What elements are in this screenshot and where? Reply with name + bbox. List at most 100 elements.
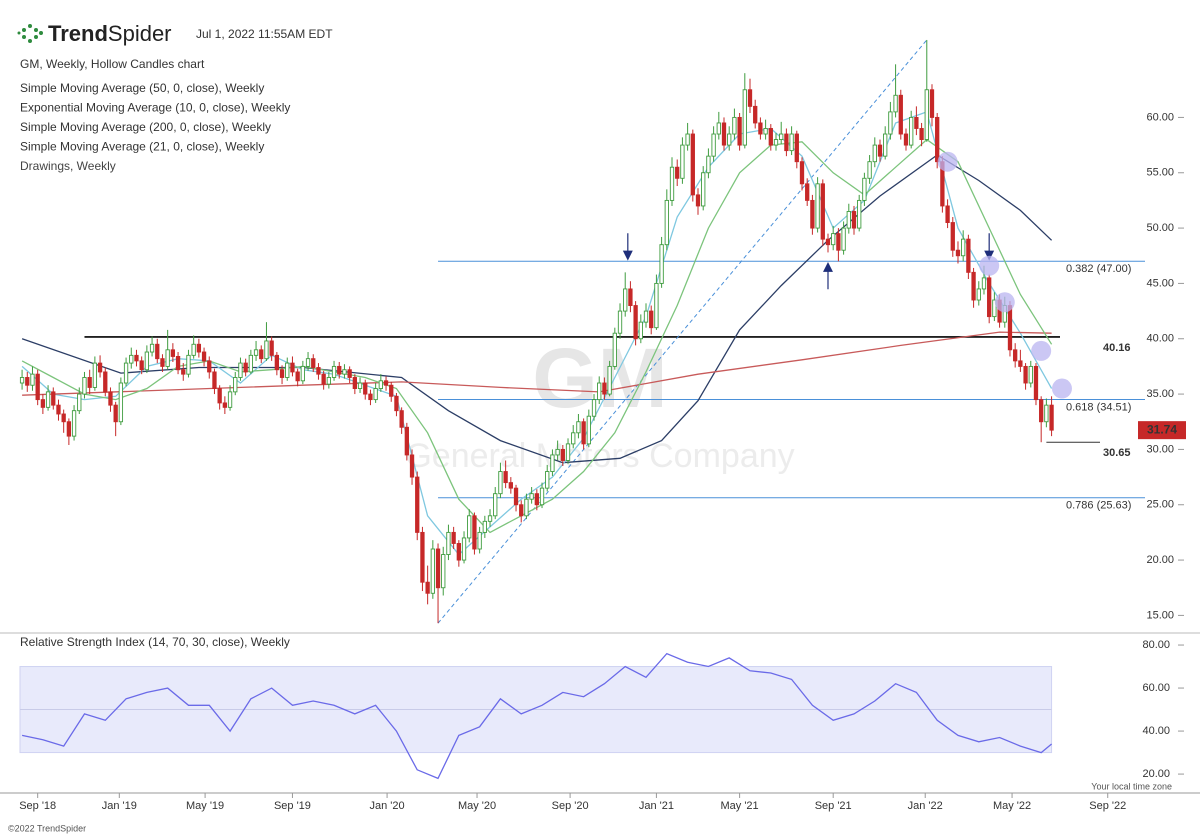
highlight-circle bbox=[1051, 378, 1072, 399]
candle-body bbox=[326, 377, 331, 385]
candle-body bbox=[888, 111, 893, 135]
drawings-label: Drawings, Weekly bbox=[20, 159, 116, 173]
level-label: 0.786 (25.63) bbox=[1066, 500, 1131, 512]
candle-body bbox=[893, 94, 898, 113]
chart-title: GM, Weekly, Hollow Candles chart bbox=[20, 57, 205, 71]
candle-body bbox=[160, 358, 165, 367]
candle-body bbox=[321, 373, 326, 385]
candle-body bbox=[1018, 360, 1023, 367]
candle-body bbox=[165, 349, 170, 367]
candles bbox=[19, 39, 1054, 624]
legend-entry: Simple Moving Average (50, 0, close), We… bbox=[20, 81, 264, 95]
candle-body bbox=[435, 548, 441, 589]
candle-body bbox=[607, 365, 612, 395]
candle-body bbox=[539, 487, 545, 506]
x-tick-label: Sep '18 bbox=[19, 800, 56, 812]
candle-body bbox=[591, 399, 597, 417]
candle-body bbox=[617, 310, 623, 334]
logo-icon bbox=[17, 24, 43, 43]
candle-body bbox=[784, 133, 789, 152]
y-tick-label: 15.00 bbox=[1146, 609, 1174, 621]
candle-body bbox=[794, 133, 799, 163]
candle-body bbox=[35, 373, 40, 401]
y-tick-label: 55.00 bbox=[1146, 167, 1174, 179]
candle-body bbox=[295, 371, 300, 382]
candle-body bbox=[659, 244, 664, 284]
candle-body bbox=[680, 144, 685, 179]
x-tick-label: Sep '22 bbox=[1089, 800, 1126, 812]
candle-body bbox=[597, 382, 602, 401]
y-tick-label: 35.00 bbox=[1146, 388, 1174, 400]
candle-body bbox=[337, 365, 342, 375]
candle-body bbox=[430, 548, 435, 594]
candle-body bbox=[945, 205, 950, 224]
candle-body bbox=[602, 382, 607, 395]
candle-body bbox=[1028, 365, 1033, 384]
y-tick-label: 60.00 bbox=[1146, 111, 1174, 123]
candle-body bbox=[394, 395, 399, 412]
candle-body bbox=[248, 354, 254, 373]
rsi-y-tick-label: 60.00 bbox=[1142, 682, 1170, 694]
candle-body bbox=[815, 183, 820, 229]
candle-body bbox=[149, 343, 155, 353]
candle-body bbox=[498, 471, 503, 495]
candle-body bbox=[534, 493, 539, 506]
highlight-circle bbox=[979, 255, 1000, 276]
candle-body bbox=[872, 144, 877, 163]
candle-body bbox=[721, 122, 727, 146]
candle-body bbox=[191, 343, 196, 356]
candle-body bbox=[695, 194, 701, 207]
watermark-subtitle: General Motors Company bbox=[405, 437, 794, 475]
candle-body bbox=[857, 199, 862, 229]
candle-body bbox=[217, 388, 222, 404]
candle-body bbox=[914, 116, 919, 129]
legend-entry: Simple Moving Average (21, 0, close), We… bbox=[20, 140, 264, 154]
candle-body bbox=[456, 543, 461, 561]
candle-body bbox=[560, 448, 565, 461]
candle-body bbox=[706, 155, 711, 174]
candle-body bbox=[701, 172, 706, 207]
candle-body bbox=[727, 133, 732, 146]
candle-body bbox=[898, 94, 903, 135]
candle-body bbox=[415, 476, 420, 533]
candle-body bbox=[929, 89, 935, 118]
candle-body bbox=[1049, 404, 1054, 431]
y-tick-label: 30.00 bbox=[1146, 443, 1174, 455]
candle-body bbox=[628, 288, 633, 306]
candle-body bbox=[768, 128, 773, 146]
brand-light: Spider bbox=[108, 21, 172, 46]
candle-body bbox=[825, 238, 831, 246]
candle-body bbox=[555, 448, 560, 456]
candle-body bbox=[1039, 399, 1044, 423]
candle-body bbox=[155, 343, 160, 360]
candle-body bbox=[1044, 404, 1049, 423]
candle-body bbox=[773, 139, 779, 146]
candle-body bbox=[758, 122, 763, 135]
candle-body bbox=[924, 89, 929, 141]
candle-body bbox=[638, 321, 643, 340]
rsi-line bbox=[21, 652, 1053, 780]
rsi-y-tick-label: 20.00 bbox=[1142, 768, 1170, 780]
candle-body bbox=[612, 332, 617, 367]
copyright: ©2022 TrendSpider bbox=[8, 823, 86, 833]
candle-body bbox=[472, 515, 477, 550]
candle-body bbox=[1013, 349, 1018, 362]
candle-body bbox=[836, 233, 841, 251]
candle-body bbox=[290, 362, 295, 373]
highlight-circle bbox=[1031, 340, 1052, 361]
candle-body bbox=[716, 122, 721, 135]
candle-body bbox=[264, 340, 269, 360]
candle-body bbox=[831, 233, 836, 246]
timezone-note: Your local time zone bbox=[1091, 781, 1172, 791]
arrow bbox=[622, 233, 633, 261]
candle-body bbox=[92, 362, 98, 388]
candle-body bbox=[373, 388, 378, 401]
candle-body bbox=[903, 133, 909, 146]
candle-body bbox=[685, 133, 690, 146]
candle-body bbox=[196, 343, 202, 353]
candle-body bbox=[841, 227, 846, 251]
level-label: 30.65 bbox=[1103, 447, 1131, 459]
candle-body bbox=[805, 183, 810, 201]
candle-body bbox=[675, 166, 680, 179]
